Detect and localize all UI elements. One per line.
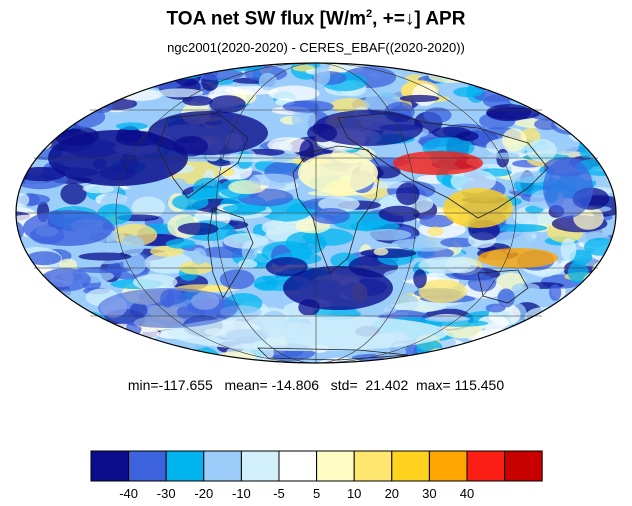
colorbar-tick-label: -20 — [194, 486, 214, 501]
colorbar-tick-label: 40 — [459, 486, 475, 501]
mollweide-map — [15, 62, 617, 364]
field-features — [23, 110, 593, 351]
colorbar-tick-label: 30 — [422, 486, 437, 501]
colorbar-box — [278, 450, 318, 482]
colorbar-box — [391, 450, 430, 482]
coastlines — [157, 112, 549, 361]
colorbar-tick-label: 20 — [384, 486, 400, 501]
colorbar-box — [240, 450, 280, 482]
colorbar-tick-label: -30 — [156, 486, 176, 501]
colorbar-tick-label: 10 — [346, 486, 362, 501]
colorbar-box — [165, 450, 205, 482]
colorbar-box — [90, 450, 130, 482]
colorbar — [90, 450, 543, 482]
colorbar-box — [353, 450, 393, 482]
colorbar-box — [128, 450, 167, 482]
graticule — [16, 62, 616, 364]
colorbar-tick-label: -40 — [119, 486, 138, 501]
colorbar-box — [466, 450, 506, 482]
colorbar-box — [203, 450, 242, 482]
colorbar-box — [428, 450, 468, 482]
colorbar-box — [504, 450, 543, 482]
colorbar-tick-label: 5 — [312, 486, 321, 501]
plot-title: TOA net SW flux [W/m2, +=↓] APR — [166, 8, 466, 30]
plot-subtitle: ngc2001(2020-2020) - CERES_EBAF((2020-20… — [167, 40, 465, 55]
colorbar-tick-label: -10 — [231, 486, 251, 501]
colorbar-box — [316, 450, 355, 482]
globe-outline — [15, 62, 617, 364]
colorbar-tick-label: -5 — [273, 486, 285, 501]
statistics-line: min=-117.655 mean= -14.806 std= 21.402 m… — [127, 377, 505, 393]
